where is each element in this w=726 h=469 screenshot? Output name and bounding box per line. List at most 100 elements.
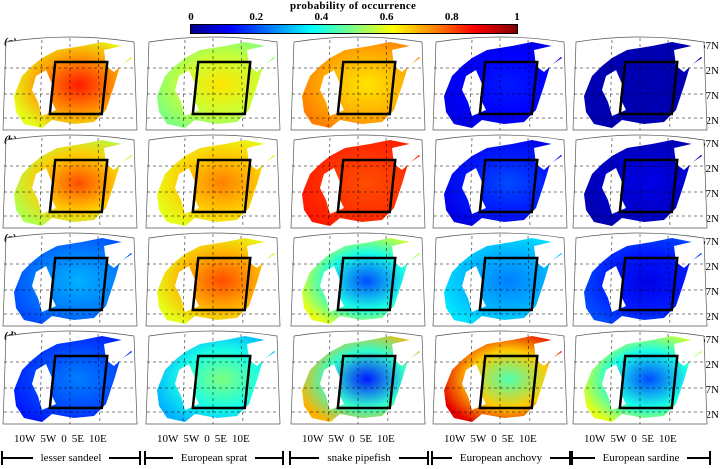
land-scandinavia — [392, 240, 420, 268]
colorbar-tick: 0 — [188, 11, 194, 23]
longitude-labels: 10W 5W 0 5E 10E — [584, 433, 682, 445]
land-scandinavia — [534, 338, 562, 366]
land-scandinavia — [247, 142, 275, 170]
study-area-box — [336, 60, 397, 116]
map-panel — [572, 36, 708, 131]
longitude-label: 0 — [61, 433, 67, 445]
map-panel — [290, 36, 426, 131]
land-scandinavia — [104, 240, 132, 268]
map-panel — [572, 232, 708, 327]
colorbar-tick: 0.6 — [379, 11, 394, 23]
longitude-label: 10W — [157, 433, 179, 445]
land-scandinavia — [104, 338, 132, 366]
species-label: lesser sandeel — [1, 451, 141, 465]
longitude-label: 10E — [89, 433, 107, 445]
land-scandinavia — [247, 44, 275, 72]
map-panel — [432, 36, 568, 131]
colorbar-tick: 0.8 — [444, 11, 459, 23]
longitude-label: 10W — [302, 433, 324, 445]
bracket-line — [255, 457, 282, 459]
bracket-cap — [1, 451, 3, 465]
bracket-cap — [431, 451, 433, 465]
map-panel — [2, 330, 138, 425]
land-scandinavia — [392, 44, 420, 72]
study-area-box — [191, 354, 252, 410]
bracket-line — [550, 457, 570, 459]
longitude-label: 0 — [204, 433, 210, 445]
land-scandinavia — [674, 142, 702, 170]
longitude-label: 0 — [491, 433, 497, 445]
land-scandinavia — [104, 142, 132, 170]
longitude-label: 10E — [377, 433, 395, 445]
longitude-label: 10E — [659, 433, 677, 445]
colorbar-tick: 1 — [514, 11, 520, 23]
bracket-cap — [139, 451, 141, 465]
bracket-line — [146, 457, 173, 459]
longitude-label: 10W — [14, 433, 36, 445]
longitude-label: 10E — [232, 433, 250, 445]
map-panel — [2, 36, 138, 131]
land-scandinavia — [392, 142, 420, 170]
land-scandinavia — [247, 338, 275, 366]
study-area-box — [48, 60, 109, 116]
bracket-cap — [289, 451, 291, 465]
land-scandinavia — [534, 44, 562, 72]
bracket-line — [398, 457, 428, 459]
species-name: European anchovy — [459, 452, 543, 464]
species-label: European sprat — [144, 451, 284, 465]
latitude-label: 67N — [700, 40, 719, 52]
study-area-box — [48, 256, 109, 312]
map-panel — [432, 134, 568, 229]
latitude-label: 67N — [700, 236, 719, 248]
study-area-box — [478, 256, 539, 312]
bracket-line — [3, 457, 33, 459]
map-panel — [432, 232, 568, 327]
species-name: European sprat — [180, 452, 248, 464]
bracket-cap — [427, 451, 430, 465]
land-scandinavia — [534, 142, 562, 170]
longitude-labels: 10W 5W 0 5E 10E — [14, 433, 112, 445]
map-panel — [290, 134, 426, 229]
colorbar-tick: 0.4 — [314, 11, 329, 23]
map-panel — [572, 330, 708, 425]
species-label: snake pipefish — [289, 451, 430, 465]
bracket-cap — [569, 451, 572, 465]
longitude-label: 5W — [328, 433, 345, 445]
longitude-label: 5E — [641, 433, 655, 445]
study-area-box — [478, 158, 539, 214]
map-panel — [145, 330, 281, 425]
map-panel — [572, 134, 708, 229]
map-panel — [2, 232, 138, 327]
colorbar — [190, 24, 518, 34]
latitude-label: 67N — [700, 334, 719, 346]
longitude-labels: 10W 5W 0 5E 10E — [157, 433, 255, 445]
land-scandinavia — [104, 44, 132, 72]
species-label: European sardine — [571, 451, 712, 465]
longitude-label: 10E — [519, 433, 537, 445]
map-panel — [290, 232, 426, 327]
study-area-box — [618, 158, 679, 214]
study-area-box — [336, 256, 397, 312]
land-scandinavia — [674, 44, 702, 72]
study-area-box — [478, 60, 539, 116]
bracket-cap — [144, 451, 146, 465]
study-area-box — [191, 60, 252, 116]
study-area-box — [478, 354, 539, 410]
longitude-labels: 10W 5W 0 5E 10E — [444, 433, 542, 445]
species-name: lesser sandeel — [40, 452, 102, 464]
bracket-cap — [709, 451, 712, 465]
land-scandinavia — [392, 338, 420, 366]
study-area-box — [336, 354, 397, 410]
bracket-cap — [571, 451, 573, 465]
longitude-label: 5E — [359, 433, 373, 445]
species-name: European sardine — [602, 452, 680, 464]
longitude-labels: 10W 5W 0 5E 10E — [302, 433, 400, 445]
map-panel — [290, 330, 426, 425]
map-panel — [145, 232, 281, 327]
species-label: European anchovy — [431, 451, 572, 465]
longitude-label: 5E — [501, 433, 515, 445]
map-panel — [2, 134, 138, 229]
bracket-line — [433, 457, 452, 459]
longitude-label: 5W — [610, 433, 627, 445]
bracket-cap — [282, 451, 284, 465]
